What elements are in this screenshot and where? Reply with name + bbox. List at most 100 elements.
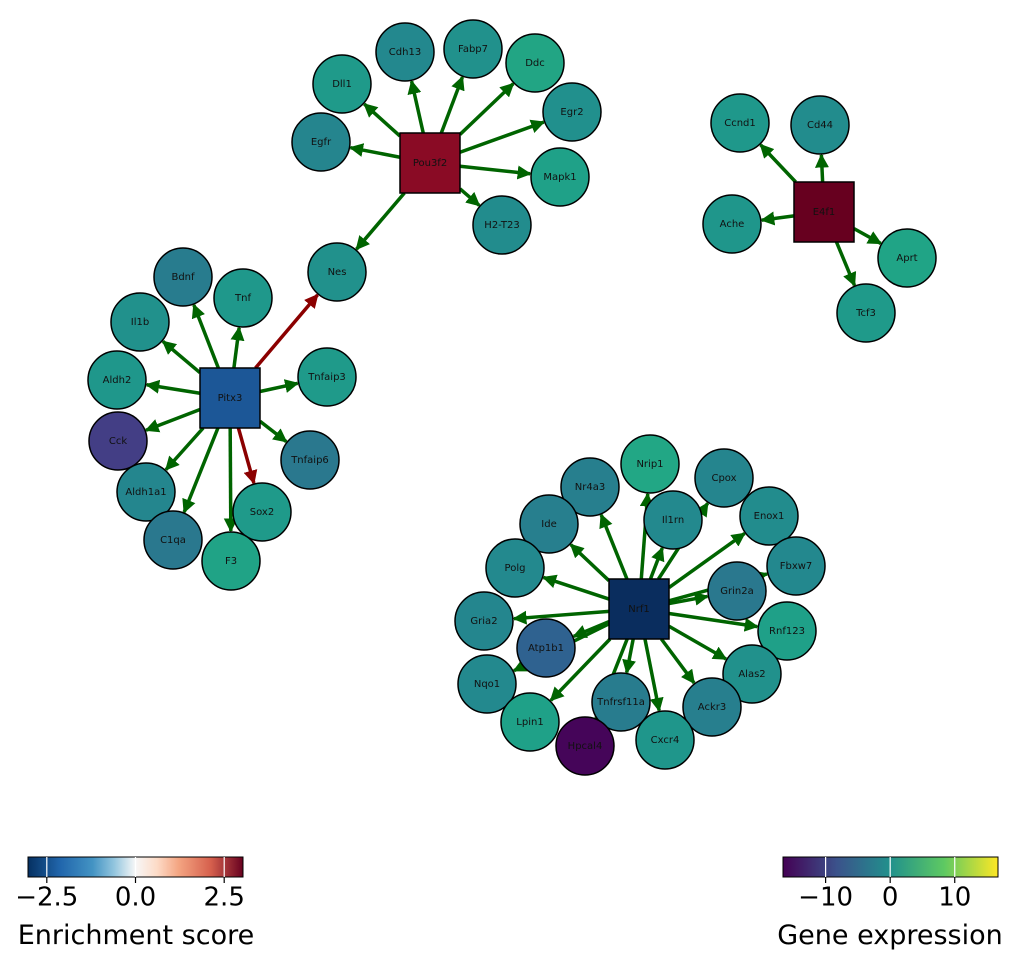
gene-node xyxy=(643,490,703,550)
edge xyxy=(668,624,728,661)
edge xyxy=(161,340,202,375)
gene-node xyxy=(707,561,767,621)
node-label: Aldh2 xyxy=(103,375,132,386)
edge xyxy=(834,241,857,287)
gene-node xyxy=(312,54,372,114)
edge xyxy=(759,143,797,184)
edge xyxy=(355,191,406,251)
node-label: Atp1b1 xyxy=(528,643,564,654)
edge xyxy=(259,379,300,394)
gene-node xyxy=(457,654,517,714)
gene-node xyxy=(280,430,340,490)
colorbar-tick-label: −10 xyxy=(798,882,853,912)
node-label: Nqo1 xyxy=(474,679,500,690)
node-label: Bdnf xyxy=(171,272,195,283)
edge xyxy=(164,426,205,471)
gene-node xyxy=(542,82,602,142)
node-label: C1qa xyxy=(160,535,186,546)
node-label: Fabp7 xyxy=(458,44,488,55)
gene-node xyxy=(555,716,615,776)
gene-node xyxy=(375,22,435,82)
node-label: Hpcal4 xyxy=(568,741,603,752)
edge xyxy=(459,164,532,180)
gene-node xyxy=(505,33,565,93)
node-label: Tcf3 xyxy=(855,308,876,319)
gene-node xyxy=(443,19,503,79)
colorbar-tick-label: 0.0 xyxy=(115,882,156,912)
gene-node xyxy=(87,350,147,410)
edge xyxy=(458,187,481,207)
gene-node xyxy=(560,457,620,517)
edge xyxy=(236,427,258,485)
edge xyxy=(599,513,629,580)
tf-node xyxy=(199,367,261,429)
tf-node xyxy=(793,181,855,243)
gene-node xyxy=(757,601,817,661)
node-label: Tnfaip3 xyxy=(307,372,346,383)
gene-node xyxy=(877,228,937,288)
gene-node xyxy=(500,692,560,752)
gene-node xyxy=(620,434,680,494)
edge xyxy=(439,75,465,134)
colorbar-tick-label: 10 xyxy=(938,882,971,912)
node-label: Mapk1 xyxy=(543,172,576,183)
node-label: Cd44 xyxy=(807,120,833,131)
node-label: Il1b xyxy=(131,317,149,328)
gene-node xyxy=(710,93,770,153)
edge xyxy=(648,546,665,580)
colorbar-tick-label: 2.5 xyxy=(204,882,245,912)
colorbar-tick-label: −2.5 xyxy=(15,882,78,912)
gene-node xyxy=(201,531,261,591)
node-label: Grin2a xyxy=(720,586,753,597)
edge xyxy=(230,326,245,369)
edge xyxy=(667,532,746,589)
gene-node xyxy=(530,147,590,207)
edge xyxy=(182,427,220,514)
node-label: Nrf1 xyxy=(628,604,649,615)
gene-node xyxy=(682,677,742,737)
edge xyxy=(458,82,515,136)
node-label: Aprt xyxy=(896,253,917,264)
edge xyxy=(459,119,546,154)
colorbar-label: Enrichment score xyxy=(18,920,254,951)
node-label: Ccnd1 xyxy=(724,118,756,129)
edge xyxy=(407,79,425,134)
colorbar-label: Gene expression xyxy=(777,920,1002,951)
node-label: Cck xyxy=(109,436,127,447)
node-label: Nr4a3 xyxy=(575,482,605,493)
gene-node xyxy=(143,510,203,570)
edge xyxy=(643,638,664,712)
tf-node xyxy=(399,132,461,194)
edge xyxy=(363,102,402,138)
edge xyxy=(659,637,696,685)
gene-node xyxy=(516,618,576,678)
node-label: Dll1 xyxy=(332,79,352,90)
edge xyxy=(853,227,882,245)
edge xyxy=(223,427,238,533)
node-label: Egr2 xyxy=(560,107,583,118)
edge xyxy=(572,619,610,639)
gene-node xyxy=(635,710,695,770)
node-label: H2-T23 xyxy=(484,220,519,231)
node-label: Cxcr4 xyxy=(651,735,680,746)
node-label: E4f1 xyxy=(813,207,836,218)
node-label: Egfr xyxy=(311,137,332,148)
node-label: Sox2 xyxy=(250,507,274,518)
node-label: Gria2 xyxy=(470,616,497,627)
node-label: Ddc xyxy=(525,58,545,69)
edge xyxy=(145,379,201,395)
gene-node xyxy=(297,347,357,407)
node-label: Ide xyxy=(541,519,556,530)
gene-node xyxy=(591,672,651,732)
node-label: Cpox xyxy=(711,473,736,484)
colorbar-tick-label: 0 xyxy=(882,882,899,912)
gene-node xyxy=(766,536,826,596)
gene-node xyxy=(836,283,896,343)
node-label: Ache xyxy=(720,219,745,230)
edge xyxy=(814,153,829,183)
node-label: Il1rn xyxy=(662,515,684,526)
node-label: Nrip1 xyxy=(636,459,663,470)
node-label: Pitx3 xyxy=(218,393,243,404)
gene-node xyxy=(232,482,292,542)
gene-node xyxy=(454,591,514,651)
